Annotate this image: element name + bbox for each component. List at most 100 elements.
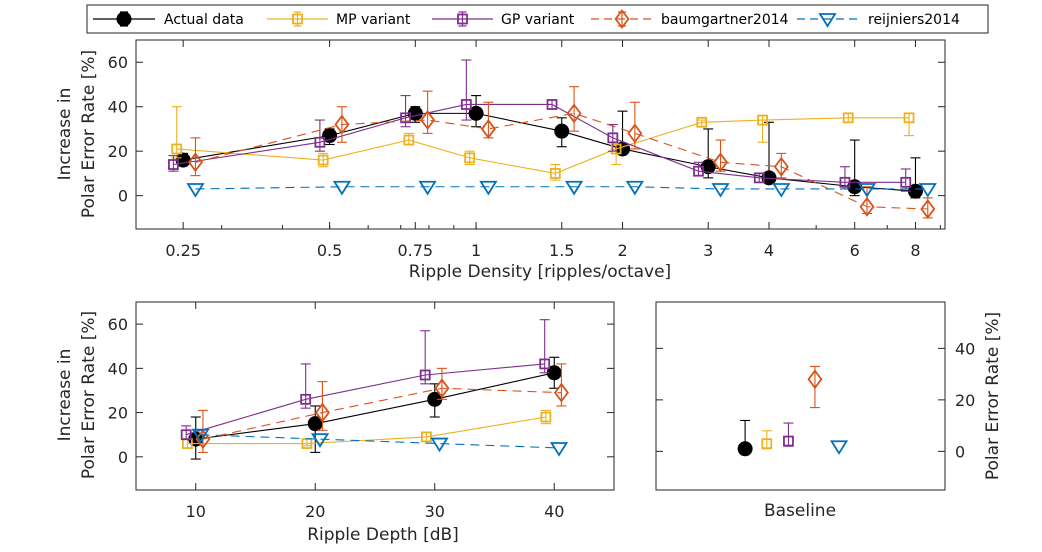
data-point-reijniers2014	[711, 183, 730, 198]
x-tick-label: 40	[544, 502, 564, 521]
series-line-baumgartner2014	[202, 387, 562, 440]
data-point-baumgartner2014	[566, 103, 582, 124]
series-line-mp-variant	[176, 117, 910, 174]
data-point-reijniers2014	[829, 440, 849, 455]
data-point-reijniers2014	[332, 180, 352, 196]
baseline-axes-box	[655, 301, 946, 491]
legend-marker-baumgartner2014	[614, 9, 630, 29]
x-tick-label: 3	[703, 241, 713, 260]
series-reijniers2014	[191, 428, 569, 457]
x-tick-label: 2	[617, 241, 627, 260]
data-point-mp-variant	[696, 116, 708, 128]
data-point-reijniers2014	[772, 183, 791, 198]
x-tick-label: 1.5	[549, 241, 574, 260]
data-point-baumgartner2014	[807, 369, 823, 390]
data-point-gp-variant	[693, 165, 704, 177]
ripple-density-panel: 0.25 0.5 0.75 1 1.5 2 3 4 6 8 0 20 40 60 Ripple Densi…	[55, 39, 946, 282]
series-actual-data	[737, 419, 753, 457]
legend-label-gp-variant: GP variant	[501, 12, 575, 28]
data-point-baumgartner2014	[480, 118, 496, 139]
data-point-mp-variant	[761, 438, 773, 450]
y-tick-label: 40	[108, 98, 128, 117]
series-gp-variant	[783, 422, 794, 447]
data-point-gp-variant	[539, 358, 551, 370]
y-tick-label: 0	[955, 442, 965, 461]
data-point-baumgartner2014	[187, 152, 203, 173]
data-point-reijniers2014	[186, 183, 205, 198]
series-baumgartner2014	[195, 363, 569, 453]
data-point-mp-variant	[610, 143, 622, 155]
data-point-baumgartner2014	[334, 114, 350, 135]
depth-y-axis-label-line1: Increase in	[55, 349, 75, 442]
data-point-reijniers2014	[418, 180, 437, 196]
legend-entry-gp-variant: GP variant	[432, 11, 575, 28]
data-point-mp-variant	[317, 154, 329, 166]
data-point-mp-variant	[464, 152, 476, 164]
depth-y-axis-label-line2: Polar Error Rate [%]	[79, 311, 99, 479]
legend-entry-actual-data: Actual data	[93, 11, 244, 28]
legend-label-baumgartner2014: baumgartner2014	[661, 12, 789, 28]
data-point-baumgartner2014	[434, 378, 450, 399]
data-point-baumgartner2014	[920, 198, 936, 219]
series-line-baumgartner2014	[195, 112, 928, 210]
series-baumgartner2014	[187, 86, 936, 219]
legend-label-mp-variant: MP variant	[336, 12, 411, 28]
y-tick-label: 60	[108, 315, 128, 334]
legend-marker-reijniers2014	[818, 13, 837, 28]
x-tick-label: 0.25	[165, 241, 201, 260]
series-line-actual-data	[183, 112, 916, 192]
density-y-axis-label-line1: Increase in	[55, 88, 75, 181]
legend-entry-reijniers2014: reijniers2014	[797, 12, 960, 28]
baseline-ticks: 0 20 40	[656, 339, 975, 461]
data-point-actual-data	[322, 128, 338, 144]
depth-x-axis-label: Ripple Depth [dB]	[307, 525, 459, 545]
data-point-gp-variant	[314, 136, 326, 148]
y-tick-label: 20	[955, 391, 975, 410]
data-point-reijniers2014	[191, 428, 210, 444]
series-line-gp-variant	[186, 363, 545, 436]
legend-label-actual-data: Actual data	[164, 12, 244, 28]
legend-entry-mp-variant: MP variant	[267, 11, 411, 28]
legend-entry-baumgartner2014: baumgartner2014	[591, 9, 789, 29]
baseline-panel: 0 20 40 Baseline Polar Error Rate [%]	[655, 301, 1003, 521]
data-point-gp-variant	[607, 132, 619, 144]
baseline-y-axis-label: Polar Error Rate [%]	[983, 312, 1003, 480]
data-point-gp-variant	[400, 112, 411, 124]
data-point-reijniers2014	[430, 437, 449, 453]
data-point-reijniers2014	[479, 180, 498, 196]
series-line-reijniers2014	[195, 186, 928, 190]
legend-marker-gp-variant	[457, 13, 468, 25]
data-point-mp-variant	[540, 411, 552, 423]
y-tick-label: 20	[108, 404, 128, 423]
data-point-baumgartner2014	[713, 152, 729, 173]
series-mp-variant	[181, 409, 552, 449]
y-tick-label: 0	[118, 448, 128, 467]
density-x-axis-label: Ripple Density [ripples/octave]	[409, 262, 671, 282]
data-point-baumgartner2014	[553, 382, 569, 403]
legend-label-reijniers2014: reijniers2014	[868, 12, 960, 28]
density-y-axis-label-line2: Polar Error Rate [%]	[79, 50, 99, 218]
data-point-gp-variant	[300, 393, 312, 405]
data-point-mp-variant	[842, 112, 854, 124]
x-tick-label: 10	[186, 502, 206, 521]
data-point-reijniers2014	[857, 183, 877, 198]
data-point-gp-variant	[900, 176, 912, 188]
density-ticks: 0.25 0.5 0.75 1 1.5 2 3 4 6 8 0 20 40 60	[108, 40, 945, 260]
y-tick-label: 40	[108, 359, 128, 378]
legend: Actual data MP variant GP variant baumgartn…	[86, 4, 989, 34]
data-point-baumgartner2014	[314, 402, 330, 423]
data-point-baumgartner2014	[773, 156, 789, 177]
series-gp-variant	[180, 319, 551, 441]
x-tick-label: 30	[425, 502, 445, 521]
data-point-actual-data	[554, 123, 570, 139]
legend-marker-mp-variant	[292, 13, 303, 25]
series-line-reijniers2014	[200, 434, 560, 449]
data-point-gp-variant	[180, 429, 192, 441]
data-point-mp-variant	[403, 134, 415, 146]
series-reijniers2014	[829, 440, 849, 455]
depth-axes-box	[135, 301, 615, 491]
x-tick-label: 1	[471, 241, 481, 260]
data-point-mp-variant	[171, 143, 183, 155]
series-line-gp-variant	[173, 103, 906, 183]
